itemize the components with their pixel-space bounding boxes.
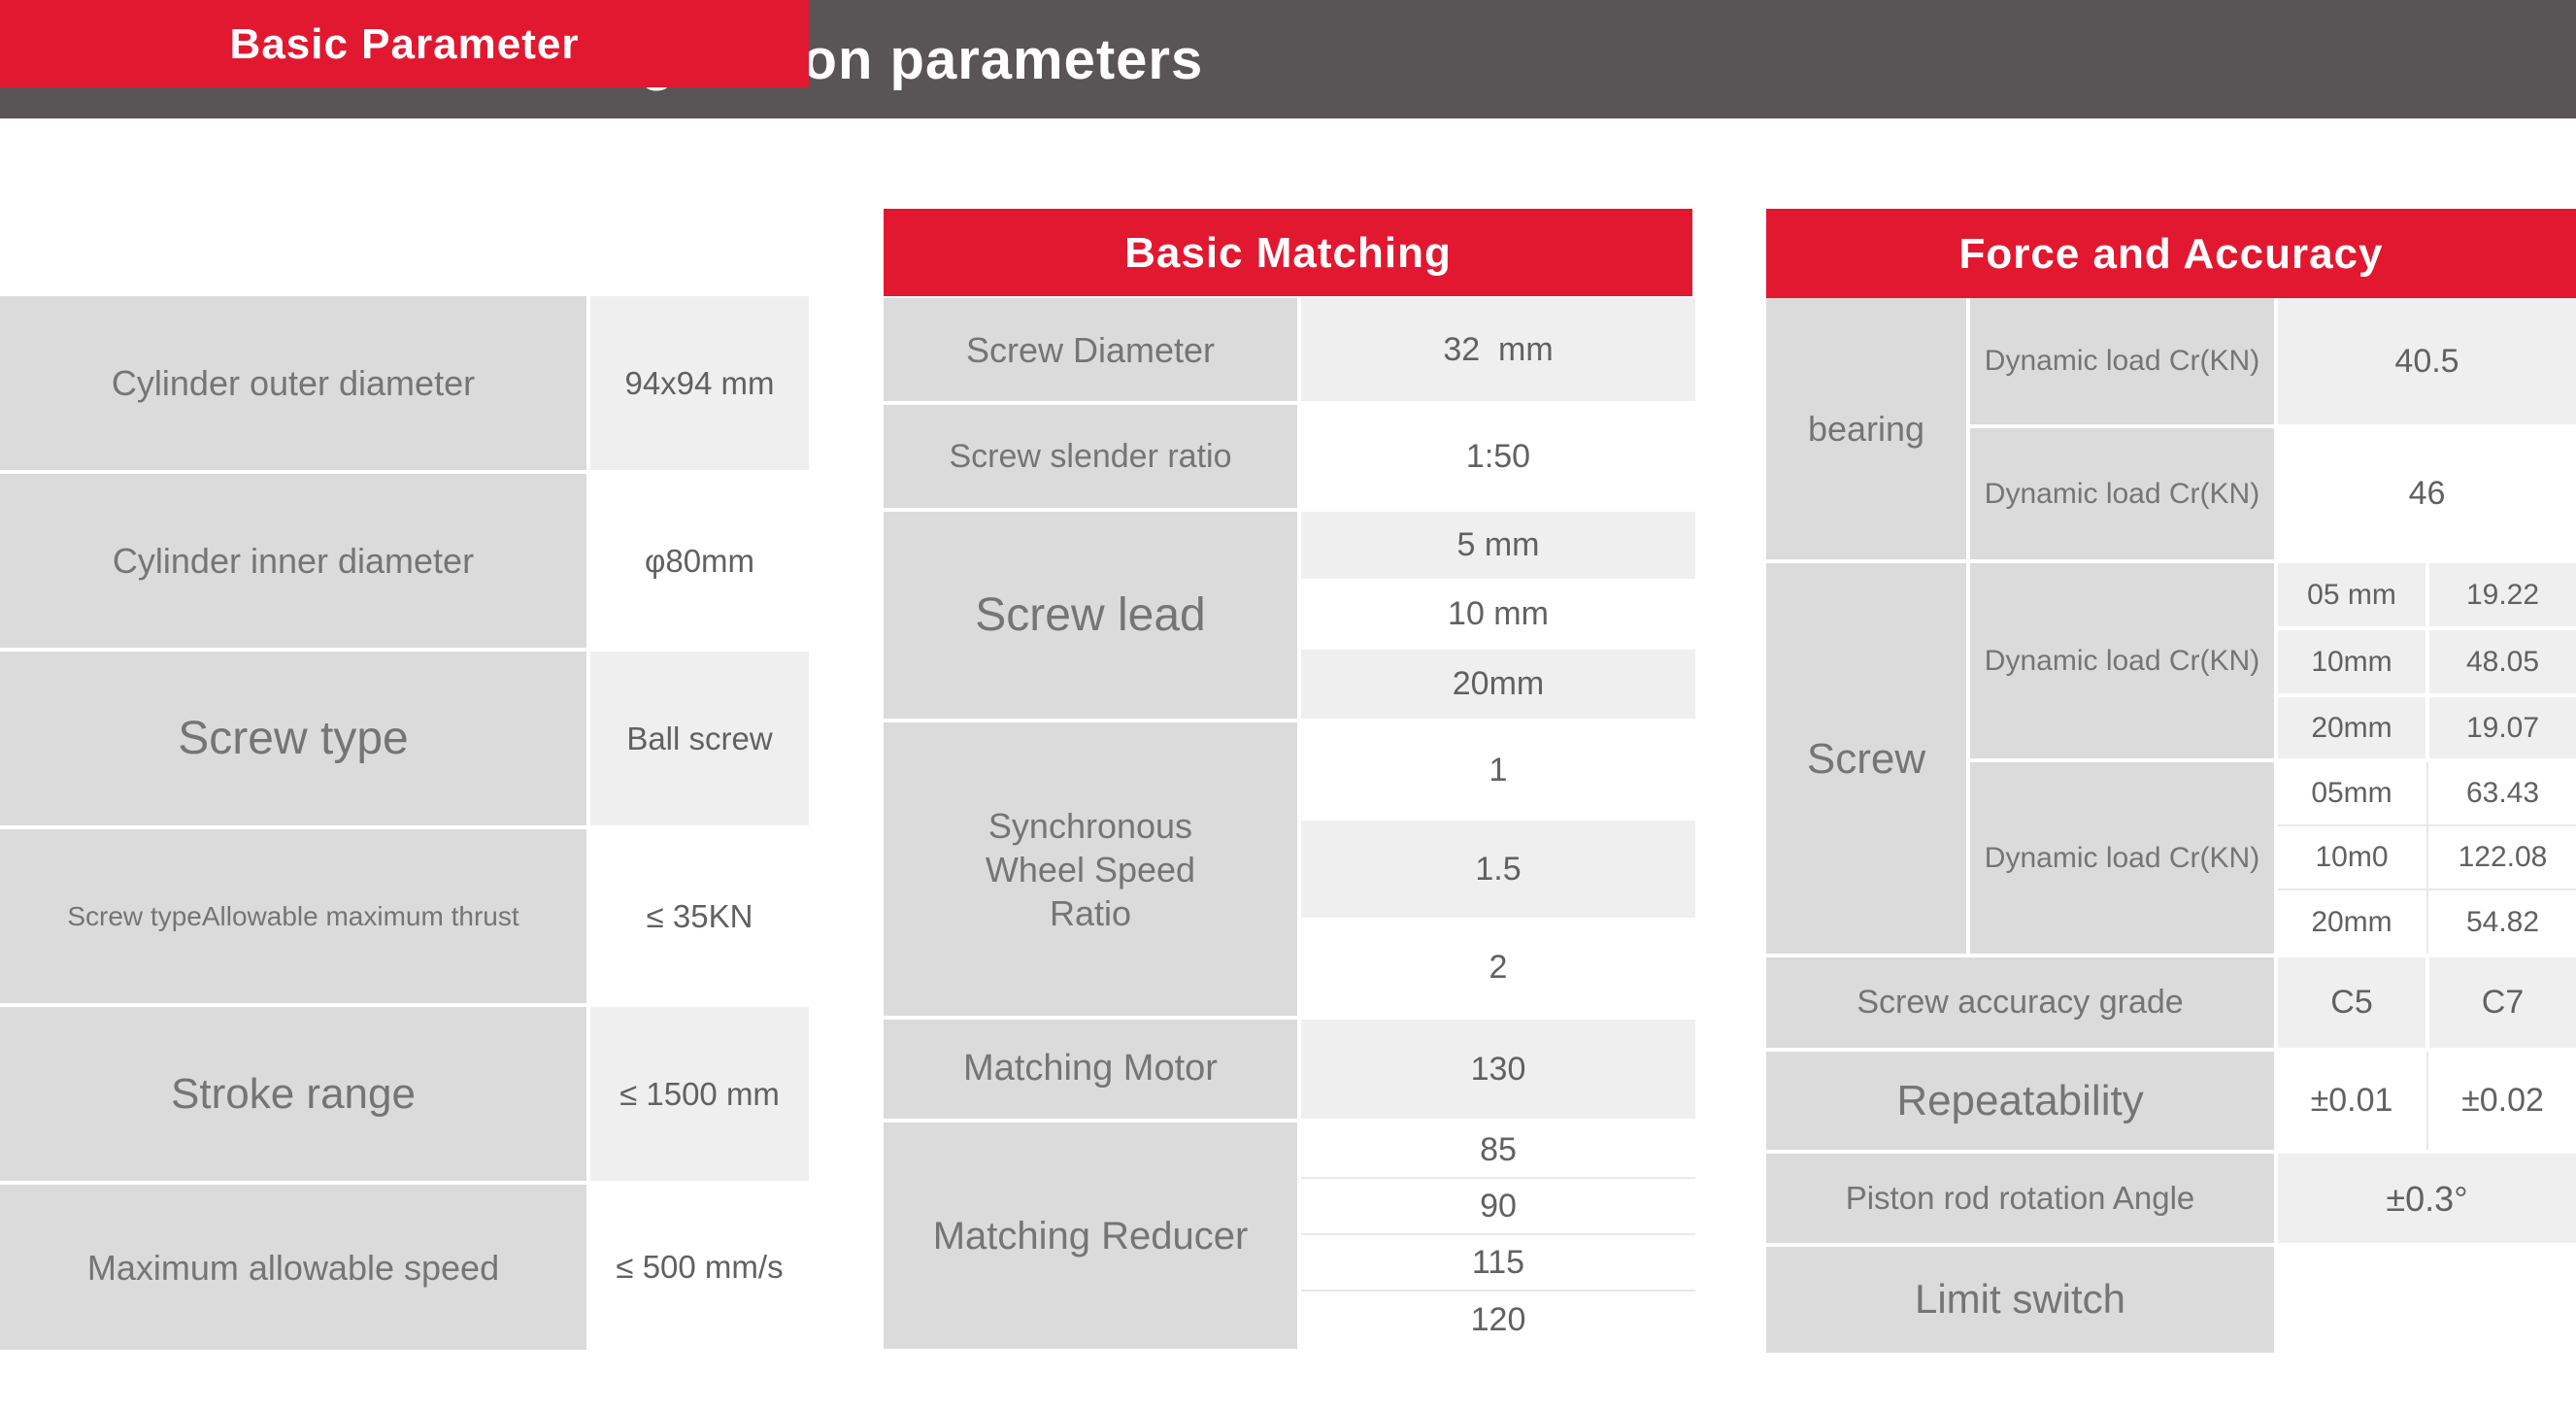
force-accuracy-header: Force and Accuracy (1766, 209, 2576, 298)
row-value: 120 (1301, 1292, 1695, 1349)
row-size: 05 mm (2278, 563, 2425, 626)
row-label: Screw slender ratio (884, 405, 1297, 508)
row-label: Repeatability (1766, 1052, 2274, 1150)
row-value: 5 mm (1301, 512, 1695, 579)
row-label: Limit switch (1766, 1247, 2274, 1353)
row-label: Cylinder inner diameter (0, 474, 586, 648)
row-value: 1 (1301, 722, 1695, 819)
row-label: Cylinder outer diameter (0, 296, 586, 470)
row-label: Dynamic load Cr(KN) (1970, 563, 2274, 758)
row-value: 122.08 (2429, 826, 2576, 889)
row-label: Screw Diameter (884, 298, 1297, 401)
row-value: 2 (1301, 920, 1695, 1016)
row-value: 48.05 (2429, 630, 2576, 693)
row-size: 10mm (2278, 630, 2425, 693)
row-value: ≤ 35KN (590, 829, 809, 1003)
group-label-bearing: bearing (1766, 298, 1966, 559)
row-value: C5 (2278, 957, 2425, 1048)
row-value: ≤ 500 mm/s (590, 1185, 809, 1350)
row-size: 10m0 (2278, 826, 2425, 889)
row-value: ±0.3° (2278, 1154, 2576, 1243)
row-value: 130 (1301, 1020, 1695, 1119)
row-value: C7 (2429, 957, 2576, 1048)
row-value: ±0.01 (2278, 1052, 2425, 1150)
row-value: 19.07 (2429, 697, 2576, 758)
row-value: 1.5 (1301, 821, 1695, 918)
row-label: Piston rod rotation Angle (1766, 1154, 2274, 1243)
row-value: 1:50 (1301, 405, 1695, 508)
row-label: Matching Reducer (884, 1123, 1297, 1349)
row-value: φ80mm (590, 474, 809, 648)
row-value: 54.82 (2429, 890, 2576, 954)
group-label-screw: Screw (1766, 563, 1966, 954)
row-value: 20mm (1301, 650, 1695, 719)
row-label: Screw type (0, 652, 586, 825)
row-label: Dynamic load Cr(KN) (1970, 428, 2274, 559)
row-value: 40.5 (2278, 298, 2576, 424)
basic-matching-header: Basic Matching (884, 209, 1692, 296)
row-value: 32 mm (1301, 298, 1695, 401)
row-label: Matching Motor (884, 1020, 1297, 1119)
row-value: 63.43 (2429, 762, 2576, 824)
row-size: 05mm (2278, 762, 2425, 824)
row-label: Maximum allowable speed (0, 1185, 586, 1350)
row-label: Dynamic load Cr(KN) (1970, 762, 2274, 954)
row-divider (1301, 1233, 1695, 1235)
row-value: ±0.02 (2429, 1052, 2576, 1150)
row-value: 85 (1301, 1123, 1695, 1177)
row-label: Screw accuracy grade (1766, 957, 2274, 1048)
row-divider (1301, 1177, 1695, 1179)
basic-parameter-header: Basic Parameter (0, 0, 809, 87)
row-label: Screw typeAllowable maximum thrust (0, 829, 586, 1003)
column-divider (2426, 762, 2428, 954)
row-value: 19.22 (2429, 563, 2576, 626)
row-label: Synchronous Wheel Speed Ratio (884, 722, 1297, 1016)
row-size: 20mm (2278, 890, 2425, 954)
row-size: 20mm (2278, 697, 2425, 758)
row-value: 46 (2278, 428, 2576, 559)
row-value: 94x94 mm (590, 296, 809, 470)
row-value: ≤ 1500 mm (590, 1007, 809, 1181)
row-value: Ball screw (590, 652, 809, 825)
row-value: 90 (1301, 1179, 1695, 1233)
row-value: 115 (1301, 1235, 1695, 1290)
row-divider (1301, 1290, 1695, 1292)
row-label: Stroke range (0, 1007, 586, 1181)
row-label: Dynamic load Cr(KN) (1970, 298, 2274, 424)
row-value: 10 mm (1301, 581, 1695, 648)
column-divider (2426, 1052, 2428, 1150)
row-label: Screw lead (884, 512, 1297, 719)
